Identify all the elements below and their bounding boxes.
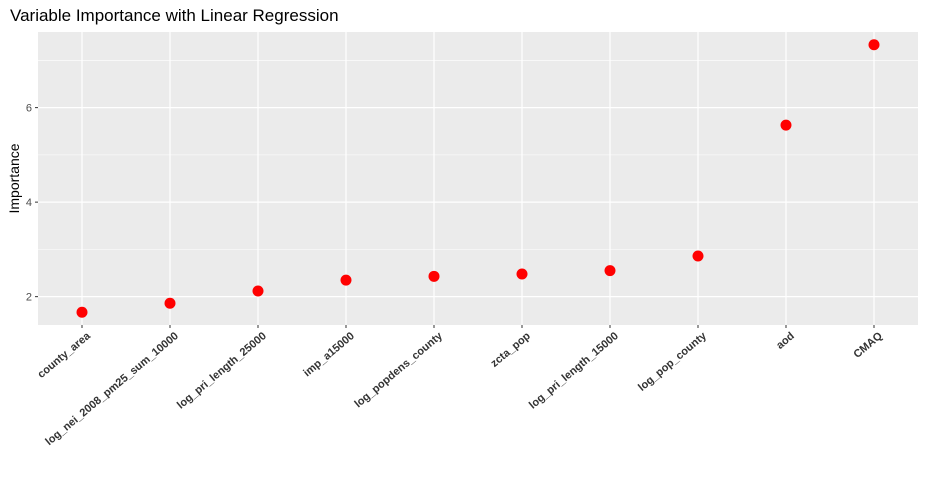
x-axis: county_arealog_nei_2008_pm25_sum_10000lo…: [36, 325, 885, 448]
data-point: [868, 39, 880, 51]
grid-major: [38, 32, 918, 325]
data-points: [76, 39, 880, 318]
x-tick-label: aod: [774, 330, 797, 352]
x-tick-label: zcta_pop: [489, 330, 533, 370]
chart-title: Variable Importance with Linear Regressi…: [10, 6, 339, 25]
x-tick-label: imp_a15000: [301, 330, 357, 379]
y-tick-label: 6: [26, 103, 32, 115]
x-tick-label: log_popdens_county: [352, 329, 445, 410]
y-axis: 2 4 6: [26, 103, 38, 304]
x-tick-label: CMAQ: [851, 330, 885, 361]
y-tick-label: 4: [26, 197, 32, 209]
data-point: [164, 297, 176, 309]
y-tick-label: 2: [26, 292, 32, 304]
data-point: [780, 119, 792, 131]
data-point: [692, 250, 704, 262]
data-point: [604, 265, 616, 277]
x-tick-label: county_area: [36, 329, 94, 380]
y-axis-title: Importance: [6, 143, 22, 213]
data-point: [252, 285, 264, 297]
data-point: [340, 274, 352, 286]
data-point: [76, 306, 88, 318]
data-point: [428, 270, 440, 282]
x-tick-label: log_pri_length_15000: [527, 330, 621, 412]
x-tick-label: log_pri_length_25000: [175, 330, 269, 412]
plot-panel: [38, 32, 918, 325]
grid-minor: [38, 60, 918, 250]
data-point: [516, 268, 528, 280]
x-tick-label: log_pop_county: [636, 329, 709, 393]
